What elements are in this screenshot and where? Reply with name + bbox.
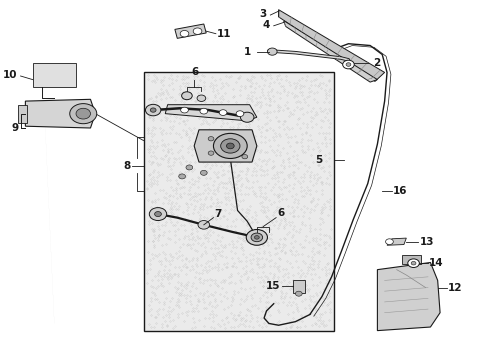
- Text: 1: 1: [243, 46, 250, 57]
- Polygon shape: [165, 105, 256, 121]
- Circle shape: [200, 108, 207, 114]
- Circle shape: [250, 233, 262, 242]
- Text: 16: 16: [392, 186, 407, 196]
- Text: 6: 6: [191, 67, 198, 77]
- Circle shape: [193, 28, 202, 35]
- Text: 2: 2: [373, 58, 380, 68]
- Polygon shape: [386, 238, 406, 245]
- Circle shape: [236, 111, 244, 117]
- Text: 7: 7: [214, 209, 222, 219]
- Circle shape: [180, 107, 188, 113]
- Bar: [33, 63, 76, 87]
- Text: 6: 6: [277, 208, 284, 218]
- Circle shape: [150, 108, 156, 112]
- Text: 15: 15: [265, 281, 280, 291]
- Circle shape: [295, 291, 302, 296]
- Text: 5: 5: [315, 155, 322, 165]
- Text: 13: 13: [419, 237, 433, 247]
- Circle shape: [76, 108, 90, 119]
- Circle shape: [346, 63, 350, 66]
- Circle shape: [145, 104, 161, 116]
- Polygon shape: [377, 262, 439, 330]
- Circle shape: [385, 239, 392, 244]
- Circle shape: [219, 110, 226, 116]
- Circle shape: [149, 208, 166, 221]
- Text: 8: 8: [123, 161, 130, 171]
- Polygon shape: [175, 24, 206, 39]
- Circle shape: [410, 261, 415, 265]
- Bar: [292, 280, 305, 293]
- Bar: [18, 105, 27, 123]
- Circle shape: [180, 31, 188, 37]
- Circle shape: [185, 165, 192, 170]
- Circle shape: [254, 235, 259, 239]
- Circle shape: [154, 212, 161, 217]
- Bar: [143, 72, 333, 330]
- Text: 12: 12: [447, 283, 462, 293]
- Polygon shape: [194, 130, 256, 162]
- Circle shape: [240, 112, 253, 122]
- Circle shape: [181, 92, 192, 100]
- Polygon shape: [278, 10, 384, 81]
- Text: 3: 3: [259, 9, 266, 19]
- Circle shape: [213, 134, 247, 158]
- Text: 14: 14: [428, 258, 443, 268]
- Circle shape: [197, 95, 205, 102]
- Circle shape: [208, 151, 213, 155]
- Circle shape: [246, 229, 267, 245]
- Text: 10: 10: [3, 70, 18, 80]
- Text: 4: 4: [262, 20, 269, 30]
- Circle shape: [198, 221, 209, 229]
- Circle shape: [226, 143, 234, 149]
- Bar: [401, 255, 420, 264]
- Circle shape: [267, 48, 277, 55]
- Circle shape: [342, 60, 353, 69]
- Circle shape: [178, 174, 185, 179]
- Circle shape: [200, 170, 207, 175]
- Circle shape: [220, 139, 240, 153]
- Text: 9: 9: [11, 123, 18, 133]
- Polygon shape: [25, 99, 95, 128]
- Text: 11: 11: [217, 29, 231, 39]
- Circle shape: [407, 259, 419, 267]
- Circle shape: [70, 104, 97, 124]
- Circle shape: [208, 136, 213, 141]
- Polygon shape: [283, 21, 377, 82]
- Circle shape: [242, 154, 247, 159]
